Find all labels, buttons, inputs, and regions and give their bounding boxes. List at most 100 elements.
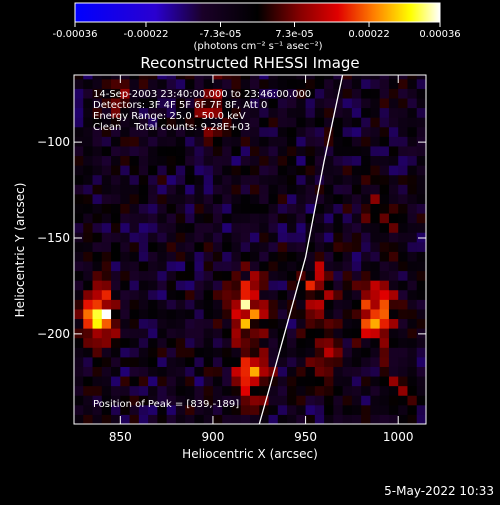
heatmap-cell [268,280,279,291]
heatmap-cell [342,75,353,80]
heatmap-cell [407,88,418,99]
heatmap-cell [101,126,112,137]
heatmap-cell [83,356,94,367]
heatmap-cell [370,222,381,233]
heatmap-cell [277,347,288,358]
heatmap-cell [324,270,334,281]
heatmap-cell [416,165,426,176]
heatmap-cell [194,126,205,137]
heatmap-cell [314,98,325,109]
heatmap-cell [111,356,121,367]
heatmap-cell [259,395,270,406]
heatmap-cell [138,117,149,128]
heatmap-cell [296,213,307,224]
heatmap-cell [305,328,316,339]
heatmap-cell [379,347,390,358]
heatmap-cell [148,184,158,195]
heatmap-cell [129,155,140,166]
heatmap-cell [287,395,297,406]
heatmap-cell [120,376,131,387]
heatmap-cell [157,289,168,300]
heatmap-cell [296,232,307,243]
heatmap-cell [138,241,149,252]
heatmap-cell [314,347,325,358]
heatmap-cell [212,261,223,272]
heatmap-cell [212,88,223,99]
heatmap-cell [166,385,177,396]
heatmap-cell [138,193,149,204]
heatmap-cell [101,347,112,358]
heatmap-cell [240,88,251,99]
heatmap-cell [268,232,279,243]
heatmap-cell [129,203,140,214]
heatmap-cell [222,414,232,424]
heatmap-cell [194,213,205,224]
heatmap-cell [175,318,186,329]
heatmap-cell [240,356,251,367]
colorbar: -0.00036 -0.00022 -7.3e-05 7.3e-05 0.00022 0.… [53,2,461,52]
heatmap-cell [250,174,260,185]
heatmap-cell [240,299,251,310]
heatmap-cell [166,136,177,147]
heatmap-cell [277,145,288,157]
heatmap-cell [379,414,390,424]
heatmap-cell [398,107,408,118]
heatmap-cell [259,213,270,224]
heatmap-cell [361,75,371,80]
heatmap-cell [212,356,223,367]
heatmap-cell [259,78,270,89]
colorbar-units: (photons cm⁻² s⁻¹ asec⁻²) [193,41,322,52]
heatmap-cell [379,203,390,214]
heatmap-cell [194,280,205,291]
heatmap-cell [342,376,353,387]
heatmap-cell [351,404,362,415]
heatmap-cell [185,184,195,195]
heatmap-cell [129,385,140,396]
heatmap-cell [120,328,131,339]
heatmap-cell [129,98,140,109]
heatmap-cell [361,88,371,99]
heatmap-cell [129,88,140,99]
heatmap-cell [185,155,195,166]
heatmap-cell [194,299,205,310]
heatmap-cell [222,376,232,387]
heatmap-cell [74,318,84,329]
heatmap-cell [305,213,316,224]
heatmap-cell [398,366,408,377]
heatmap-cell [305,88,316,99]
heatmap-cell [111,107,121,118]
heatmap-cell [203,145,214,157]
heatmap-cell [416,117,426,128]
heatmap-cell [129,222,140,233]
heatmap-cell [259,145,270,157]
heatmap-cell [370,165,381,176]
heatmap-cell [333,155,344,166]
heatmap-cell [268,241,279,252]
heatmap-cell [157,98,168,109]
heatmap-cell [148,98,158,109]
annotation-time: 14-Sep-2003 23:40:00.000 to 23:46:00.000 [93,89,311,100]
heatmap-cell [342,356,353,367]
heatmap-cell [138,261,149,272]
heatmap-cell [259,366,270,377]
heatmap-cell [250,299,260,310]
heatmap-cell [407,107,418,118]
heatmap-cell [148,222,158,233]
heatmap-cell [305,414,316,424]
heatmap-cell [305,356,316,367]
heatmap-cell [379,75,390,80]
heatmap-cell [379,270,390,281]
heatmap-cell [333,376,344,387]
heatmap-cell [296,318,307,329]
heatmap-cell [268,337,279,348]
heatmap-cell [148,88,158,99]
heatmap-cell [111,251,121,262]
heatmap-cell [240,328,251,339]
heatmap-cell [250,78,260,89]
heatmap-cell [379,107,390,118]
heatmap-cell [203,404,214,415]
heatmap-cell [74,299,84,310]
heatmap-cell [240,78,251,89]
heatmap-cell [111,366,121,377]
heatmap-cell [370,213,381,224]
